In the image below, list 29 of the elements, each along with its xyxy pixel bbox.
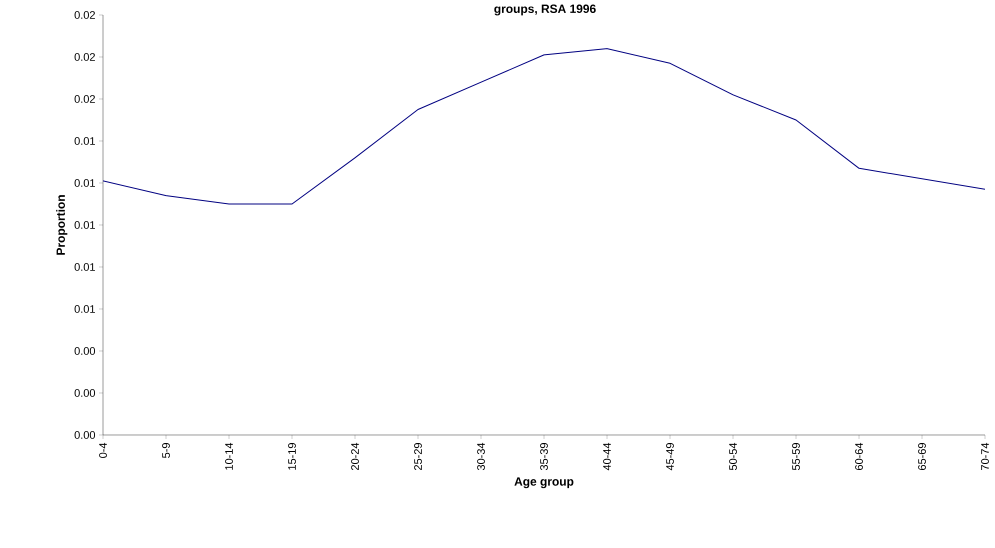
x-tick-label: 15-19 bbox=[288, 443, 296, 470]
x-tick-label: 30-34 bbox=[477, 442, 485, 470]
x-tick-label: 55-59 bbox=[792, 443, 800, 470]
x-tick-label: 35-39 bbox=[540, 443, 548, 470]
x-tick-label: 5-9 bbox=[162, 443, 170, 458]
x-tick-label: 10-14 bbox=[225, 442, 233, 470]
x-tick-label: 70-74 bbox=[981, 442, 989, 470]
x-tick-label: 60-64 bbox=[855, 442, 863, 470]
x-tick-label: 45-49 bbox=[666, 443, 674, 470]
y-tick-label: 0.00 bbox=[74, 431, 96, 439]
y-tick-label: 0.02 bbox=[74, 95, 95, 103]
x-tick-label: 0-4 bbox=[99, 442, 107, 458]
x-tick-label: 40-44 bbox=[603, 442, 611, 470]
y-tick-label: 0.01 bbox=[74, 137, 95, 145]
y-tick-label: 0.01 bbox=[74, 305, 95, 313]
x-tick-label: 50-54 bbox=[729, 442, 737, 470]
x-tick-label: 20-24 bbox=[351, 442, 359, 470]
x-tick-label: 65-69 bbox=[918, 443, 926, 470]
y-tick-label: 0.01 bbox=[74, 221, 95, 229]
y-axis-title: Proportion bbox=[56, 195, 68, 255]
y-tick-label: 0.02 bbox=[74, 11, 95, 19]
x-axis-title: Age group bbox=[514, 477, 574, 488]
y-tick-label: 0.00 bbox=[74, 389, 96, 397]
chart-title: groups, RSA 1996 bbox=[494, 4, 596, 16]
y-tick-label: 0.01 bbox=[74, 263, 95, 271]
y-tick-label: 0.00 bbox=[74, 347, 96, 355]
x-tick-label: 25-29 bbox=[414, 443, 422, 470]
y-tick-label: 0.01 bbox=[74, 179, 95, 187]
y-tick-label: 0.02 bbox=[74, 53, 95, 61]
